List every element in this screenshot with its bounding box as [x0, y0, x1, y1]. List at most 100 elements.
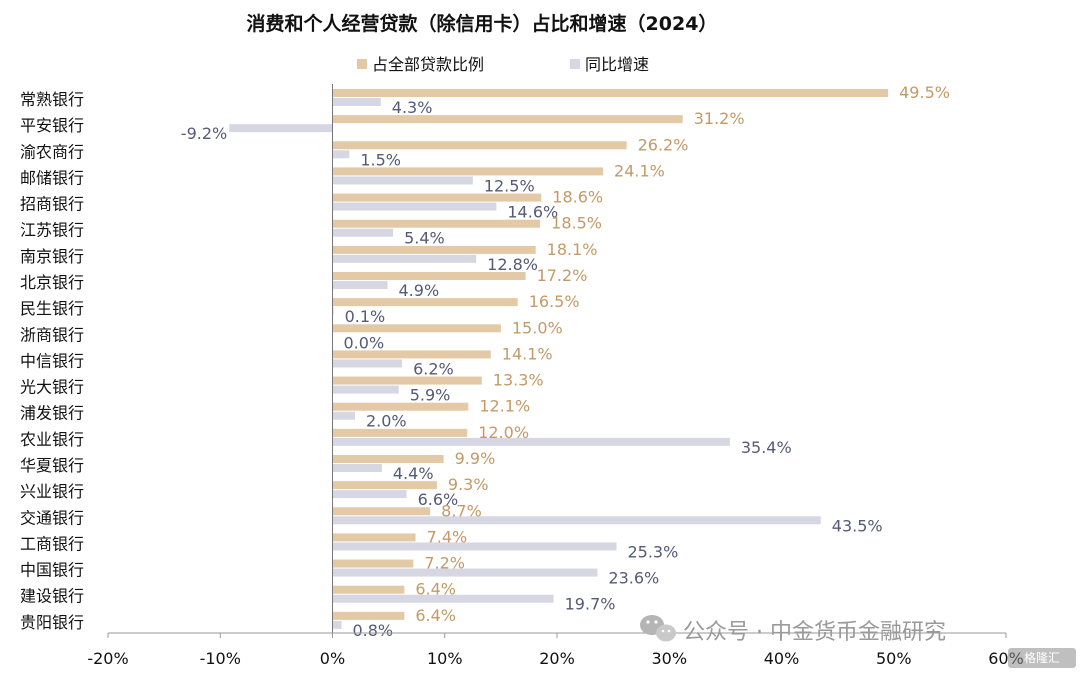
bar-growth [332, 281, 388, 289]
data-label-growth: 4.3% [392, 98, 433, 117]
bar-share [332, 611, 405, 620]
bar-share [332, 428, 468, 437]
bar-share [332, 455, 444, 463]
legend-label-share: 占全部贷款比例 [372, 55, 484, 74]
data-label-share: 9.9% [455, 449, 496, 468]
watermark-text: 公众号 · 中金货币金融研究 [683, 620, 946, 645]
x-tick-label: 20% [539, 649, 575, 668]
bar-share [332, 115, 683, 124]
bar-share [332, 507, 431, 516]
bar-growth [332, 411, 355, 420]
bar-growth [332, 542, 617, 551]
category-label: 南京银行 [20, 247, 84, 266]
bars-layer [229, 89, 889, 629]
bar-share [332, 376, 482, 385]
data-label-growth: 43.5% [832, 516, 883, 535]
x-tick-label: 0% [320, 649, 345, 668]
bar-growth [332, 464, 382, 472]
data-label-share: 24.1% [614, 161, 665, 180]
category-label: 渝农商行 [20, 142, 84, 161]
data-label-share: 26.2% [638, 135, 689, 154]
data-label-share: 15.0% [512, 318, 563, 337]
data-label-share: 12.0% [478, 423, 529, 442]
bar-growth [332, 516, 821, 525]
data-label-growth: 0.0% [344, 333, 385, 352]
x-tick-label: 10% [427, 649, 463, 668]
category-label: 兴业银行 [20, 482, 84, 501]
category-label: 中信银行 [20, 351, 84, 370]
category-label: 民生银行 [20, 299, 84, 318]
category-label: 邮储银行 [20, 168, 84, 187]
bar-growth [332, 594, 554, 603]
category-label: 贵阳银行 [20, 613, 84, 632]
bar-share [332, 533, 416, 542]
legend-swatch-share [357, 59, 367, 69]
data-label-share: 9.3% [448, 475, 489, 494]
bar-share [332, 193, 542, 202]
bar-share [332, 167, 604, 176]
watermark-badge: 格隆汇 [1024, 650, 1060, 665]
category-label: 光大银行 [20, 378, 84, 397]
data-label-growth: 0.8% [352, 621, 393, 640]
data-label-share: 7.4% [427, 527, 468, 546]
category-label: 工商银行 [20, 534, 84, 553]
data-label-growth: 6.6% [418, 490, 459, 509]
data-label-share: 7.2% [424, 554, 465, 573]
legend-label-growth: 同比增速 [585, 55, 649, 74]
data-label-growth: 14.6% [507, 203, 558, 222]
watermark: 公众号 · 中金货币金融研究 格隆汇 [640, 615, 1076, 668]
data-label-growth: 6.2% [413, 359, 454, 378]
x-tick-label: -10% [200, 649, 241, 668]
data-label-growth: 5.9% [410, 386, 451, 405]
data-label-growth: 4.4% [393, 464, 434, 483]
data-label-share: 49.5% [899, 83, 950, 102]
data-label-share: 8.7% [441, 501, 482, 520]
bar-share [332, 402, 469, 411]
bar-growth [332, 490, 407, 499]
category-label: 浙商银行 [20, 325, 84, 344]
data-label-share: 14.1% [502, 344, 553, 363]
category-label: 交通银行 [20, 508, 84, 527]
bar-growth [332, 307, 334, 316]
bar-growth [332, 150, 350, 159]
data-label-growth: 4.9% [399, 281, 440, 300]
bar-growth [332, 568, 598, 577]
category-label: 平安银行 [20, 116, 84, 135]
x-tick-label: -20% [87, 649, 128, 668]
bar-share [332, 219, 541, 228]
bar-growth [229, 124, 333, 133]
x-tick-label: 40% [764, 649, 800, 668]
data-label-growth: -9.2% [181, 124, 227, 143]
legend: 占全部贷款比例 同比增速 [357, 55, 649, 74]
watermark-badge-bg [1008, 648, 1076, 668]
data-label-growth: 12.8% [487, 255, 538, 274]
data-label-share: 13.3% [493, 371, 544, 390]
data-label-share: 18.5% [551, 214, 602, 233]
category-label: 中国银行 [20, 561, 84, 580]
category-label: 常熟银行 [20, 90, 84, 109]
category-label: 北京银行 [20, 273, 84, 292]
legend-swatch-growth [570, 59, 580, 69]
bar-share [332, 481, 437, 490]
category-labels: 常熟银行平安银行渝农商行邮储银行招商银行江苏银行南京银行北京银行民生银行浙商银行… [20, 90, 84, 632]
data-label-growth: 0.1% [345, 307, 386, 326]
bar-share [332, 272, 526, 280]
category-label: 江苏银行 [20, 221, 84, 240]
bar-growth [332, 202, 497, 211]
bar-growth [332, 98, 381, 106]
data-label-growth: 2.0% [366, 412, 407, 431]
data-label-growth: 12.5% [484, 176, 535, 195]
data-labels: 49.5% 4.3% 31.2% -9.2% 26.2% 1.5% 24.1% 12.5% 18… [181, 83, 950, 640]
category-label: 浦发银行 [20, 404, 84, 423]
bar-growth [332, 228, 394, 237]
bar-share [332, 585, 405, 594]
bar-share [332, 559, 414, 568]
x-axis-ticks: -20% -10% 0% 10% 20% 30% 40% 50% 60% [87, 633, 1024, 668]
data-label-growth: 35.4% [741, 438, 792, 457]
data-label-growth: 1.5% [360, 150, 401, 169]
data-label-share: 18.1% [547, 240, 598, 259]
bar-share [332, 89, 889, 97]
chart-title: 消费和个人经营贷款（除信用卡）占比和增速（2024） [247, 12, 718, 35]
bar-growth [332, 254, 477, 263]
data-label-growth: 5.4% [404, 229, 445, 248]
